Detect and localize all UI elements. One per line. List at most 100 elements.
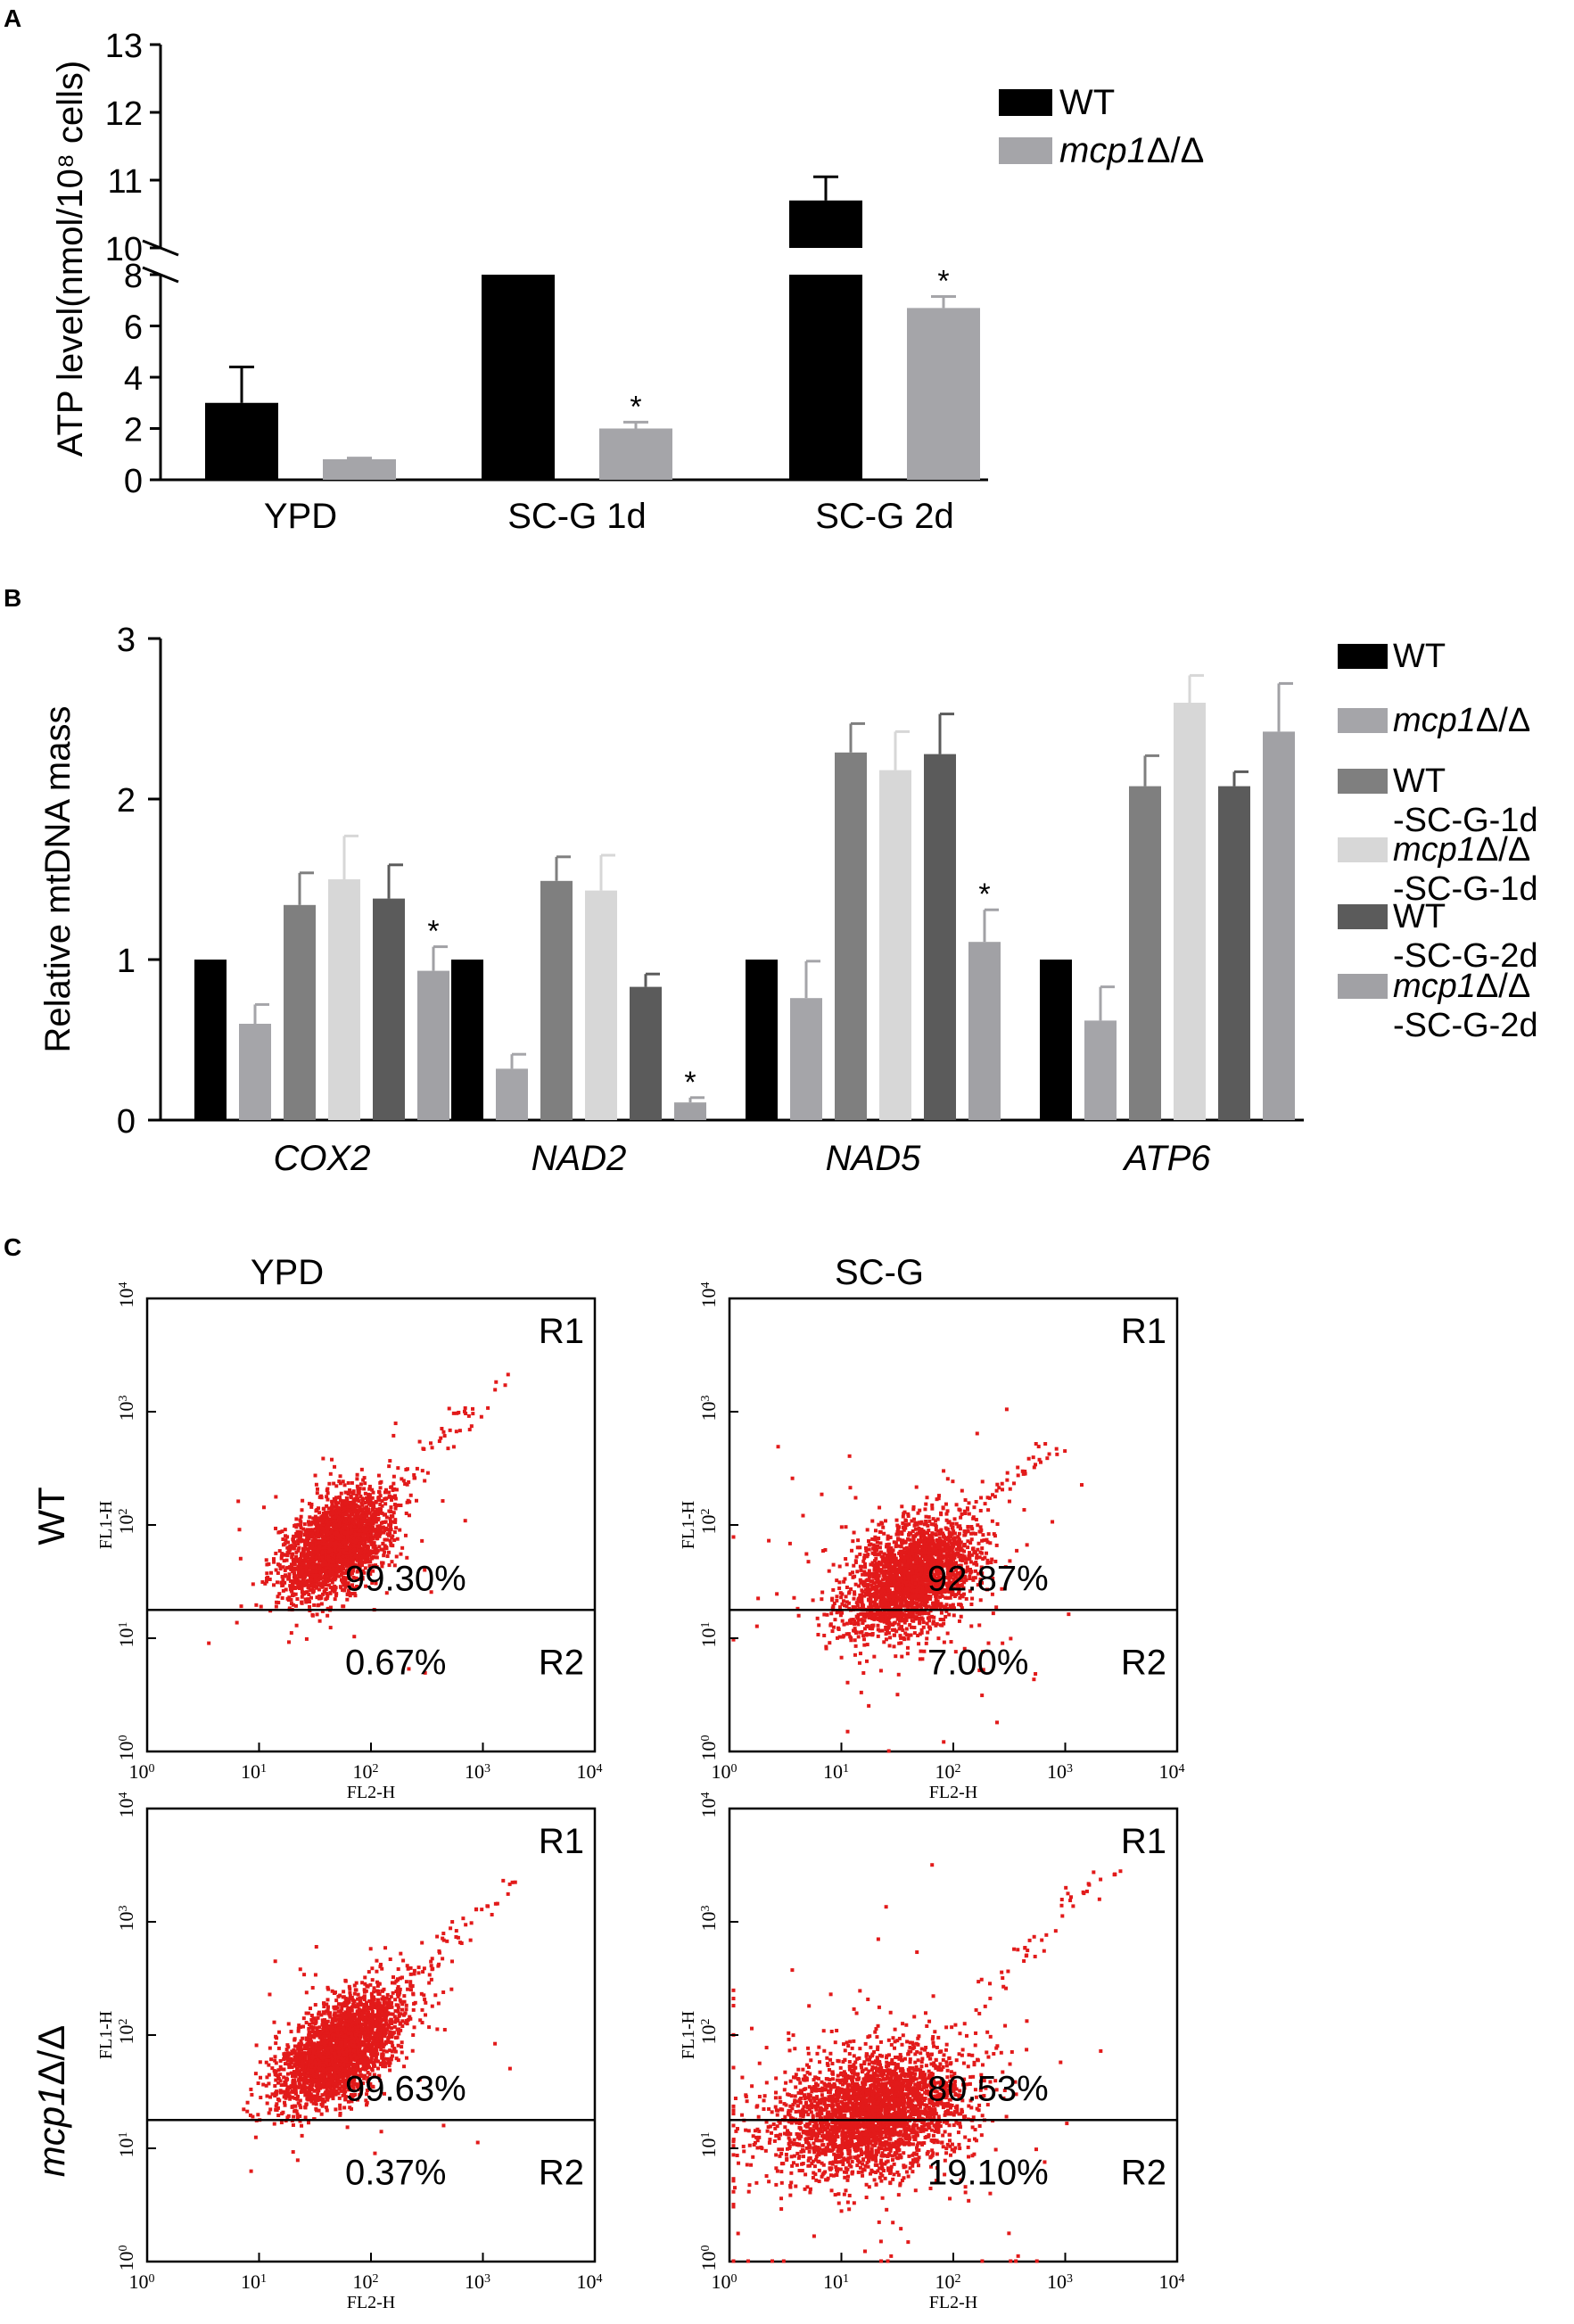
- event-dot: [293, 1544, 298, 1548]
- event-dot: [332, 1541, 336, 1545]
- event-dot: [857, 1584, 861, 1588]
- event-dot: [886, 1624, 891, 1628]
- y-tick-label: 8: [124, 258, 143, 295]
- event-dot: [506, 1372, 510, 1377]
- event-dot: [324, 1587, 328, 1592]
- event-dot: [924, 1519, 928, 1523]
- event-dot: [299, 1559, 303, 1563]
- event-dot: [309, 1504, 314, 1509]
- event-dot: [367, 1549, 372, 1553]
- event-dot: [334, 1546, 338, 1551]
- event-dot: [371, 1490, 375, 1495]
- event-dot: [945, 1509, 950, 1513]
- event-dot: [352, 1591, 357, 1595]
- event-dot: [836, 1626, 840, 1630]
- event-dot: [362, 1556, 367, 1561]
- event-dot: [326, 1497, 330, 1502]
- event-dot: [341, 1588, 345, 1593]
- event-dot: [944, 1526, 948, 1530]
- event-dot: [390, 1497, 394, 1502]
- event-dot: [334, 1541, 338, 1545]
- event-dot: [822, 1612, 827, 1617]
- event-dot: [383, 1496, 387, 1501]
- event-dot: [326, 1491, 330, 1496]
- event-dot: [885, 1556, 889, 1561]
- event-dot: [932, 1615, 936, 1619]
- event-dot: [865, 1528, 869, 1532]
- event-dot: [414, 1498, 418, 1503]
- event-dot: [299, 1520, 303, 1524]
- event-dot: [847, 1590, 852, 1595]
- bar: [239, 1024, 271, 1120]
- event-dot: [921, 1546, 926, 1551]
- event-dot: [359, 1522, 364, 1527]
- event-dot: [959, 1540, 963, 1545]
- event-dot: [856, 1622, 861, 1627]
- event-dot: [338, 1474, 342, 1479]
- event-dot: [359, 1572, 364, 1577]
- event-dot: [389, 1505, 393, 1510]
- event-dot: [864, 1633, 869, 1637]
- event-dot: [294, 1534, 299, 1538]
- x-axis-label: FL2-H: [347, 1783, 395, 1802]
- event-dot: [894, 1614, 898, 1619]
- event-dot: [895, 1527, 900, 1531]
- x-tick-label: 102: [353, 1760, 379, 1783]
- event-dot: [314, 1482, 318, 1487]
- event-dot: [285, 1551, 290, 1555]
- event-dot: [342, 1551, 346, 1555]
- event-dot: [400, 1545, 405, 1550]
- event-dot: [355, 1493, 359, 1497]
- event-dot: [315, 1586, 319, 1590]
- event-dot: [903, 1518, 908, 1522]
- event-dot: [855, 1603, 860, 1608]
- event-dot: [894, 1629, 899, 1634]
- event-dot: [439, 1436, 443, 1440]
- event-dot: [872, 1581, 877, 1586]
- event-dot: [855, 1570, 860, 1574]
- event-dot: [330, 1503, 334, 1507]
- event-dot: [441, 1430, 446, 1434]
- event-dot: [919, 1616, 924, 1620]
- event-dot: [899, 1603, 903, 1608]
- event-dot: [886, 1578, 891, 1583]
- event-dot: [325, 1591, 329, 1595]
- event-dot: [297, 1567, 301, 1571]
- event-dot: [343, 1512, 348, 1517]
- event-dot: [349, 1527, 353, 1531]
- x-tick-label: YPD: [264, 497, 337, 536]
- event-dot: [292, 1539, 296, 1544]
- event-dot: [286, 1640, 291, 1644]
- event-dot: [968, 1556, 972, 1561]
- event-dot: [296, 1564, 301, 1569]
- event-dot: [919, 1520, 924, 1524]
- event-dot: [927, 1515, 931, 1520]
- event-dot: [284, 1573, 288, 1578]
- event-dot: [868, 1605, 872, 1610]
- event-dot: [835, 1578, 839, 1583]
- event-dot: [307, 1571, 311, 1576]
- event-dot: [278, 1529, 283, 1534]
- region-label-r2: R2: [539, 1643, 584, 1682]
- event-dot: [339, 1557, 343, 1562]
- event-dot: [294, 1554, 299, 1559]
- event-dot: [389, 1543, 393, 1547]
- event-dot: [338, 1481, 342, 1486]
- significance-star: *: [427, 915, 439, 949]
- event-dot: [849, 1621, 853, 1626]
- event-dot: [318, 1596, 323, 1601]
- event-dot: [351, 1575, 356, 1579]
- event-dot: [363, 1537, 367, 1542]
- event-dot: [927, 1547, 932, 1552]
- event-dot: [889, 1595, 894, 1599]
- bar: [746, 960, 778, 1120]
- event-dot: [370, 1580, 375, 1585]
- event-dot: [342, 1483, 347, 1488]
- event-dot: [353, 1594, 358, 1598]
- event-dot: [392, 1530, 397, 1535]
- event-dot: [881, 1557, 886, 1562]
- event-dot: [354, 1503, 358, 1507]
- event-dot: [281, 1543, 285, 1547]
- event-dot: [379, 1526, 383, 1530]
- event-dot: [327, 1538, 332, 1543]
